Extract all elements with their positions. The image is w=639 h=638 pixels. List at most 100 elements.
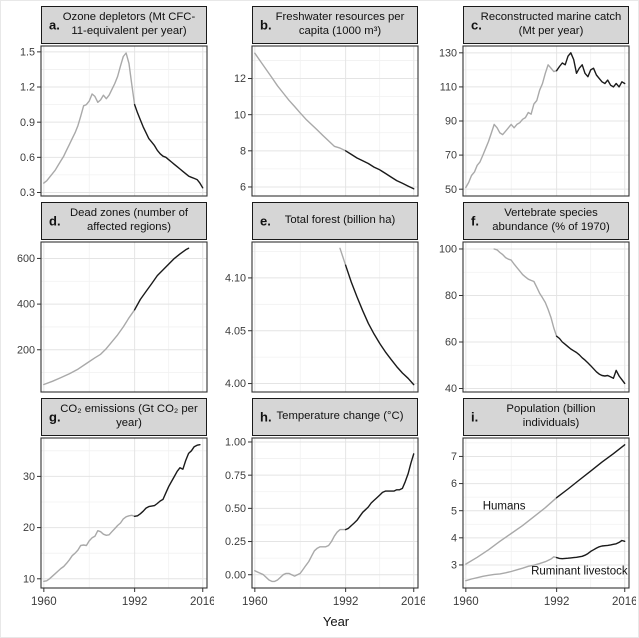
series-line [344, 264, 415, 386]
series-line [555, 335, 626, 385]
panel-a-plot: 0.3 0.6 0.9 1.2 1.5 [3, 44, 214, 205]
y-tick-label: 1.00 [225, 437, 246, 449]
panel-h-letter: h. [260, 409, 272, 425]
plot-svg: 6 8 10 12 [234, 45, 419, 197]
y-tick-label: 0.9 [20, 117, 35, 129]
panel-a: a. Ozone depletors (Mt CFC-11-equivalent… [3, 6, 214, 202]
panel-e-title: Total forest (billion ha) [284, 214, 396, 227]
panel-b-plot: 6 8 10 12 [214, 44, 425, 205]
series-line [133, 443, 201, 518]
series-label: Ruminant livestock [531, 566, 628, 578]
series-line [465, 497, 558, 565]
panel-h: h. Temperature change (°C) 0.00 0.25 0.50 0… [214, 398, 427, 616]
y-tick-label: 20 [23, 522, 35, 534]
panel-background [41, 46, 207, 196]
plot-svg: 4.00 4.05 4.10 [225, 241, 419, 393]
panel-e-plot: 4.00 4.05 4.10 [214, 240, 425, 401]
y-tick-label: 110 [440, 82, 457, 94]
panel-a-strip: a. Ozone depletors (Mt CFC-11-equivalent… [41, 6, 207, 44]
panel-d-strip: d. Dead zones (number of affected region… [41, 202, 207, 240]
series-line [555, 444, 626, 499]
y-tick-label: 600 [17, 253, 35, 265]
y-tick-label: 4.00 [225, 378, 246, 390]
panel-i-plot: Humans Ruminant livestock 3 4 5 6 7 1960 1992 201… [425, 436, 638, 619]
y-tick-label: 1.5 [20, 46, 35, 58]
series-line [555, 52, 626, 88]
y-tick-label: 10 [23, 573, 35, 585]
panel-d-letter: d. [49, 213, 61, 229]
panel-g-letter: g. [49, 409, 61, 425]
panel-d: d. Dead zones (number of affected region… [3, 202, 214, 398]
y-tick-label: 400 [17, 299, 35, 311]
y-tick-label: 4.05 [225, 325, 246, 337]
y-tick-label: 5 [451, 505, 457, 517]
panel-border [40, 45, 208, 197]
y-tick-label: 0.00 [225, 569, 246, 581]
panel-f-title: Vertebrate species abundance (% of 1970) [492, 207, 610, 233]
x-tick-label: 2016 [401, 596, 425, 608]
panel-f-letter: f. [471, 213, 479, 229]
plot-svg: 40 60 80 100 [439, 241, 630, 395]
panel-i-strip: i. Population (billion individuals) [463, 398, 629, 436]
series-line [133, 103, 204, 189]
panel-g: g. CO₂ emissions (Gt CO₂ per year) 10 20 3… [3, 398, 216, 619]
y-tick-label: 10 [234, 109, 246, 121]
y-tick-label: 4.10 [225, 273, 246, 285]
panel-c-title: Reconstructed marine catch (Mt per year) [480, 11, 622, 37]
panel-i: i. Population (billion individuals) Huma… [425, 398, 638, 619]
panel-b-strip: b. Freshwater resources per capita (1000… [252, 6, 418, 44]
series-line [555, 539, 626, 560]
x-tick-label: 1992 [333, 596, 359, 608]
panel-e-letter: e. [260, 213, 271, 229]
panel-b-title: Freshwater resources per capita (1000 m³… [275, 11, 405, 37]
panel-a-title: Ozone depletors (Mt CFC-11-equivalent pe… [62, 11, 196, 37]
panel-c-letter: c. [471, 17, 482, 33]
panel-border [40, 437, 208, 589]
y-tick-label: 1.2 [20, 82, 35, 94]
series-line [43, 52, 136, 184]
y-tick-label: 7 [451, 451, 457, 463]
panel-border [251, 437, 419, 589]
panel-i-letter: i. [471, 409, 479, 425]
panel-g-title: CO₂ emissions (Gt CO₂ per year) [60, 403, 198, 429]
y-tick-label: 0.75 [225, 470, 246, 482]
panel-g-strip: g. CO₂ emissions (Gt CO₂ per year) [41, 398, 207, 436]
series-line [254, 52, 347, 152]
series-line [43, 514, 136, 583]
series-line [344, 150, 415, 190]
panel-border [251, 45, 419, 197]
y-tick-label: 70 [445, 150, 457, 162]
panel-a-letter: a. [49, 17, 60, 33]
panel-border [40, 241, 208, 393]
plot-svg: 0.3 0.6 0.9 1.2 1.5 [20, 45, 208, 199]
panel-g-plot: 10 20 30 1960 1992 2016 [3, 436, 216, 619]
panel-f-strip: f. Vertebrate species abundance (% of 19… [463, 202, 629, 240]
panel-grid: a. Ozone depletors (Mt CFC-11-equivalent… [3, 6, 638, 619]
x-tick-label: 2016 [190, 596, 214, 608]
y-tick-label: 12 [234, 73, 246, 85]
x-tick-label: 1992 [544, 596, 570, 608]
y-tick-label: 90 [445, 116, 457, 128]
plot-svg: 10 20 30 1960 1992 2016 [23, 437, 216, 608]
y-tick-label: 60 [445, 337, 457, 349]
y-tick-label: 0.25 [225, 536, 246, 548]
series-line [493, 248, 558, 337]
x-tick-label: 1992 [122, 596, 148, 608]
panel-background [252, 438, 418, 588]
y-tick-label: 0.6 [20, 152, 35, 164]
y-tick-label: 6 [451, 478, 457, 490]
y-tick-label: 100 [439, 244, 457, 256]
series-label: Humans [483, 500, 526, 512]
plot-svg: 50 70 90 110 130 [439, 45, 630, 197]
plot-svg: 0.00 0.25 0.50 0.75 1.00 1960 1992 2016 [225, 437, 427, 608]
y-tick-label: 3 [451, 560, 457, 572]
series-line [133, 247, 190, 311]
x-axis-title: Year [322, 614, 350, 629]
panel-h-title: Temperature change (°C) [276, 410, 404, 423]
panel-background [463, 242, 629, 392]
y-tick-label: 0.50 [225, 503, 246, 515]
y-tick-label: 0.3 [20, 187, 35, 199]
panel-background [252, 46, 418, 196]
x-tick-label: 1960 [31, 596, 57, 608]
